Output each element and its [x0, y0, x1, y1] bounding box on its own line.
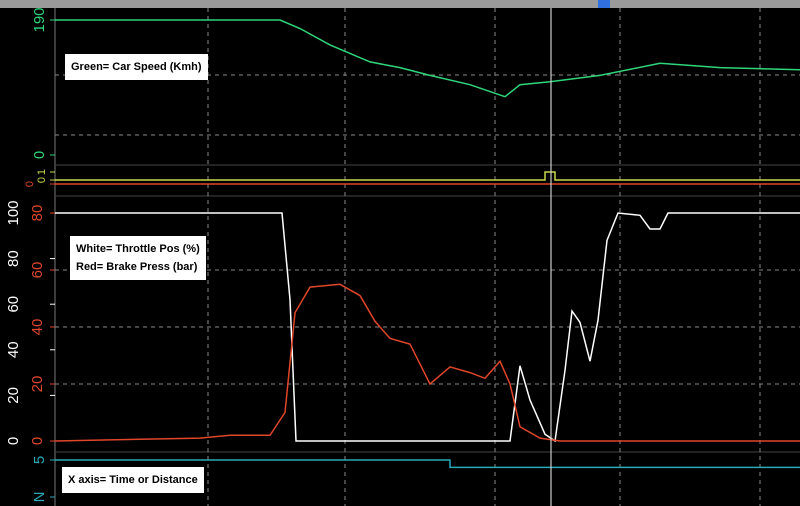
y-tick-label: 80 — [5, 250, 22, 267]
y-tick-label: N — [31, 492, 48, 503]
annotation-line: White= Throttle Pos (%) — [76, 243, 200, 255]
y-tick-label: 20 — [5, 387, 22, 404]
y-tick-label: 0 — [24, 181, 36, 187]
cursor-marker[interactable] — [598, 0, 610, 8]
annotation: White= Throttle Pos (%) Red= Brake Press … — [70, 236, 206, 280]
y-tick-label: 80 — [29, 205, 46, 222]
trace — [54, 283, 800, 442]
y-tick-label: 40 — [29, 319, 46, 336]
y-tick-label: 60 — [29, 262, 46, 279]
y-tick-label: 0 — [29, 437, 46, 445]
y-tick-label: 0 — [5, 437, 22, 445]
annotation: Green= Car Speed (Kmh) — [65, 54, 208, 80]
trace — [55, 459, 800, 469]
y-tick-label: 190 — [31, 7, 48, 32]
trace — [55, 19, 800, 98]
y-tick-label: 40 — [5, 341, 22, 358]
y-tick-label: 20 — [29, 376, 46, 393]
y-tick-label: 100 — [5, 200, 22, 225]
annotation-line: Red= Brake Press (bar) — [76, 261, 198, 273]
grid — [55, 8, 800, 506]
trace — [55, 171, 800, 181]
annotation-line: X axis= Time or Distance — [68, 474, 198, 486]
y-tick-label: 5 — [31, 456, 48, 464]
y-tick-label: 1 — [36, 169, 48, 175]
annotation: X axis= Time or Distance — [62, 467, 204, 493]
y-tick-label: 0 — [31, 151, 48, 159]
y-tick-label: 60 — [5, 296, 22, 313]
annotation-line: Green= Car Speed (Kmh) — [71, 61, 202, 73]
trace — [55, 212, 800, 443]
top-bar — [0, 0, 800, 8]
y-tick-label: 0 — [36, 177, 48, 183]
